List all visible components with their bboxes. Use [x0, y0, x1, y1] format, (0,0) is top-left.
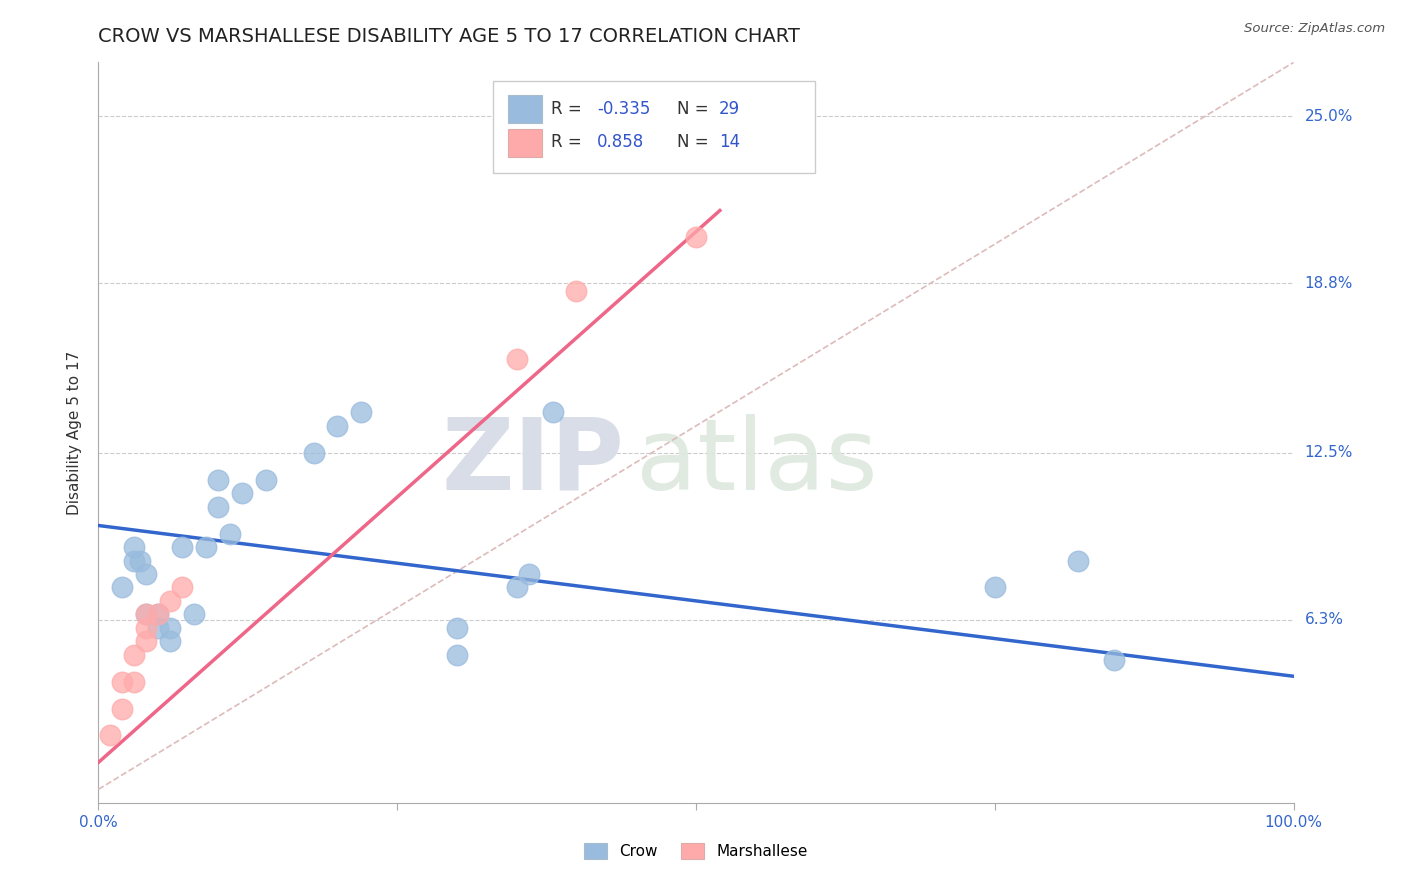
Point [506, 351, 529, 366]
Point [254, 473, 277, 487]
Point [124, 674, 146, 689]
Point [1067, 553, 1090, 567]
Text: 6.3%: 6.3% [1305, 612, 1344, 627]
Point [172, 581, 194, 595]
Text: 18.8%: 18.8% [1305, 276, 1353, 291]
Text: N =: N = [676, 100, 714, 118]
Point [135, 566, 157, 581]
Text: N =: N = [676, 133, 714, 151]
Point [685, 230, 707, 244]
Y-axis label: Disability Age 5 to 17: Disability Age 5 to 17 [67, 351, 83, 515]
Point [231, 486, 253, 500]
Legend: Crow, Marshallese: Crow, Marshallese [578, 838, 814, 865]
Point [446, 621, 468, 635]
Text: ZIP: ZIP [441, 414, 624, 511]
Point [135, 607, 157, 622]
Point [350, 405, 373, 419]
Point [541, 405, 564, 419]
Text: CROW VS MARSHALLESE DISABILITY AGE 5 TO 17 CORRELATION CHART: CROW VS MARSHALLESE DISABILITY AGE 5 TO … [98, 27, 800, 45]
Text: 12.5%: 12.5% [1305, 445, 1353, 460]
Point [124, 540, 146, 554]
Point [148, 607, 170, 622]
Point [207, 473, 229, 487]
Point [111, 674, 134, 689]
Point [111, 581, 134, 595]
Text: R =: R = [551, 100, 588, 118]
Text: Source: ZipAtlas.com: Source: ZipAtlas.com [1244, 22, 1385, 36]
Point [1104, 653, 1126, 667]
FancyBboxPatch shape [509, 129, 541, 157]
Point [172, 540, 194, 554]
Text: 0.858: 0.858 [596, 133, 644, 151]
Point [326, 418, 349, 433]
Point [183, 607, 205, 622]
Point [517, 566, 540, 581]
FancyBboxPatch shape [494, 81, 815, 173]
Point [159, 594, 181, 608]
Point [135, 634, 157, 648]
Point [159, 634, 181, 648]
Point [124, 648, 146, 662]
Point [129, 553, 152, 567]
Text: atlas: atlas [637, 414, 877, 511]
Point [124, 553, 146, 567]
Text: 14: 14 [718, 133, 740, 151]
Text: 29: 29 [718, 100, 740, 118]
Point [506, 581, 529, 595]
Point [159, 621, 181, 635]
Point [111, 701, 134, 715]
Point [219, 526, 242, 541]
Point [446, 648, 468, 662]
Point [135, 607, 157, 622]
Point [302, 446, 325, 460]
Point [195, 540, 218, 554]
Point [207, 500, 229, 514]
Text: R =: R = [551, 133, 588, 151]
Point [98, 729, 122, 743]
Point [148, 621, 170, 635]
Point [148, 607, 170, 622]
FancyBboxPatch shape [509, 95, 541, 123]
Point [565, 285, 588, 299]
Point [135, 621, 157, 635]
Text: 25.0%: 25.0% [1305, 109, 1353, 124]
Text: -0.335: -0.335 [596, 100, 650, 118]
Point [984, 581, 1007, 595]
